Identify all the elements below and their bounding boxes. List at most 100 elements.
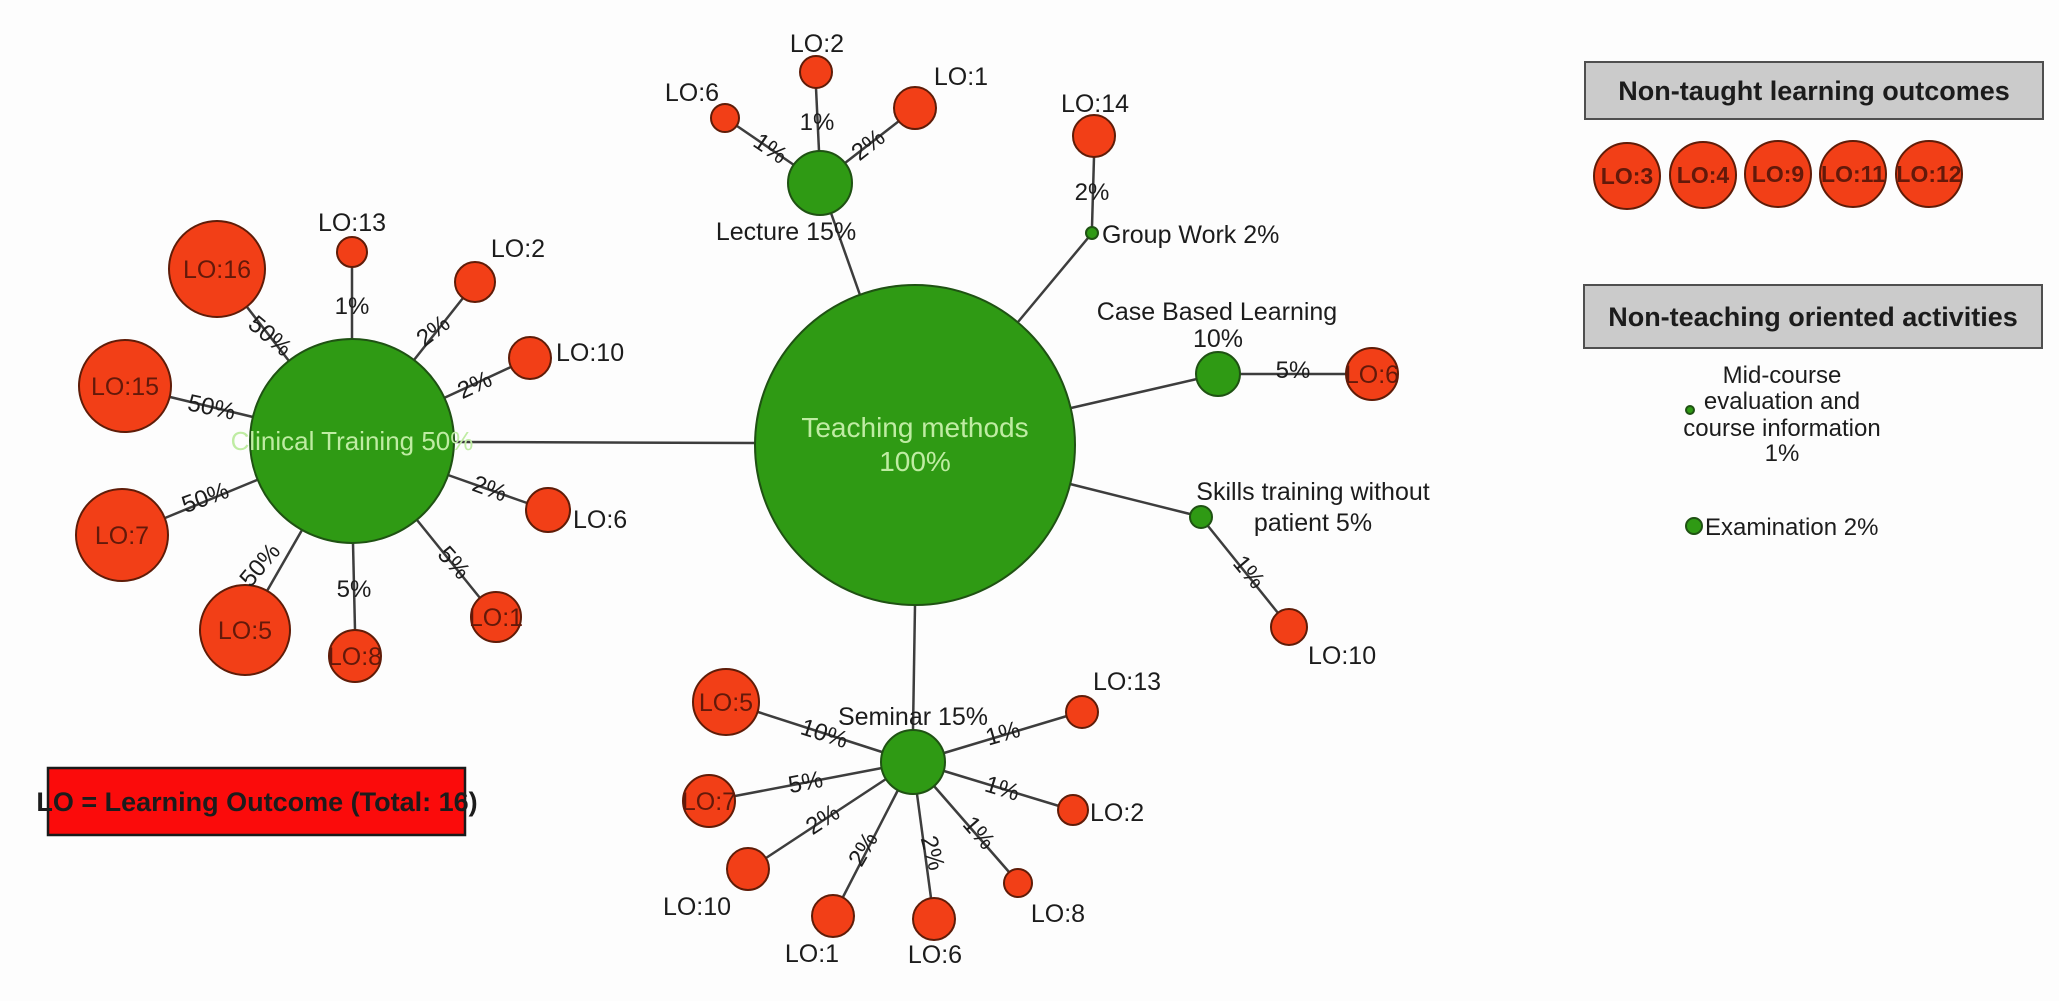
edge-lecture-lo2	[814, 87, 821, 152]
edge-seminar-lo10	[765, 777, 887, 860]
seminar-circle	[880, 729, 946, 795]
groupwork-lo14-pct: 2%	[1075, 179, 1110, 206]
groupwork-lo14-circle	[1072, 114, 1116, 158]
edge-skills-lo10	[1207, 525, 1279, 614]
skills-lo10-label: LO:10	[1308, 642, 1376, 670]
edge-seminar-lo6	[915, 793, 933, 899]
edge-root-casebased	[1070, 377, 1198, 410]
skills-training-label-line1: Skills training without	[1196, 478, 1429, 506]
edge-clinical-lo16	[246, 306, 290, 362]
edge-clinical-lo7	[164, 478, 258, 520]
skills-lo10-circle	[1270, 608, 1308, 646]
group-work-label: Group Work 2%	[1102, 221, 1279, 249]
case-based-label-line2: 10%	[1193, 325, 1243, 353]
clinical-lo16-label: LO:16	[183, 256, 251, 284]
groupwork-lo14-label: LO:14	[1061, 90, 1129, 118]
clinical-lo13-label: LO:13	[318, 209, 386, 237]
non-teaching-header-box	[1583, 284, 2043, 349]
clinical-lo7-circle	[75, 488, 169, 582]
non-taught-lo12-label: LO:12	[1896, 161, 1961, 187]
non-taught-lo11-label: LO:11	[1821, 161, 1885, 187]
legend-box	[46, 766, 467, 837]
seminar-lo2-label: LO:2	[1090, 799, 1144, 827]
seminar-lo8-label: LO:8	[1031, 900, 1085, 928]
clinical-lo8-pct: 5%	[337, 576, 372, 603]
lecture-circle	[787, 150, 853, 216]
clinical-lo13-pct: 1%	[335, 293, 370, 320]
edge-root-skills	[1069, 482, 1191, 516]
lecture-lo6-label: LO:6	[665, 79, 719, 107]
non-taught-lo4-label: LO:4	[1677, 162, 1730, 188]
edge-root-groupwork	[1017, 237, 1089, 323]
group-work-circle	[1085, 226, 1099, 240]
edge-seminar-lo8	[933, 785, 1010, 873]
edge-clinical-lo1	[416, 519, 481, 599]
lecture-lo2-label: LO:2	[790, 30, 844, 58]
edge-root-seminar	[911, 604, 917, 731]
cluster-skills-training: Skills training without patient 5% LO:10…	[1189, 478, 1430, 670]
edge-clinical-lo8	[351, 542, 357, 631]
seminar-label: Seminar 15%	[838, 703, 988, 731]
seminar-lo2-pct: 1%	[982, 771, 1023, 807]
panel-non-teaching: Non-teaching oriented activities Mid-cou…	[1583, 284, 2043, 541]
cluster-case-based-learning: Case Based Learning 10% LO:6 5%	[1097, 298, 1399, 401]
examination-dot	[1685, 517, 1703, 535]
teaching-methods-circle	[754, 284, 1076, 606]
edge-clinical-lo10	[443, 365, 512, 400]
seminar-lo13-label: LO:13	[1093, 668, 1161, 696]
seminar-lo1-pct: 2%	[843, 827, 884, 871]
teaching-methods-label-line1: Teaching methods	[801, 412, 1028, 443]
clinical-lo1-circle	[470, 591, 522, 643]
non-teaching-header-title: Non-teaching oriented activities	[1608, 302, 2018, 332]
non-taught-lo3-circle	[1593, 142, 1661, 210]
seminar-lo7-circle	[682, 774, 736, 828]
clinical-lo15-circle	[78, 339, 172, 433]
lecture-lo6-pct: 1%	[748, 128, 792, 170]
clinical-lo16-pct: 50%	[243, 310, 297, 362]
seminar-lo2-circle	[1057, 794, 1089, 826]
clinical-lo10-label: LO:10	[556, 339, 624, 367]
edge-clinical-lo5	[265, 529, 304, 592]
seminar-lo1-label: LO:1	[785, 940, 839, 968]
clinical-lo7-pct: 50%	[178, 477, 232, 519]
edge-root-clinical	[454, 440, 756, 445]
clinical-lo8-label: LO:8	[328, 643, 382, 671]
seminar-lo8-circle	[1003, 868, 1033, 898]
legend: LO = Learning Outcome (Total: 16)	[36, 766, 478, 837]
edge-groupwork-lo14	[1090, 156, 1096, 228]
clinical-lo10-pct: 2%	[453, 366, 496, 405]
edge-seminar-lo1	[841, 789, 900, 898]
lecture-label: Lecture 15%	[716, 218, 856, 246]
edge-clinical-lo2	[413, 297, 464, 361]
seminar-lo10-pct: 2%	[801, 799, 845, 841]
non-taught-header-title: Non-taught learning outcomes	[1618, 76, 2010, 106]
seminar-lo13-circle	[1065, 695, 1099, 729]
non-taught-lo11-circle	[1819, 140, 1887, 208]
seminar-lo1-circle	[811, 894, 855, 938]
clinical-lo15-label: LO:15	[91, 373, 159, 401]
mid-course-label-line4: 1%	[1765, 440, 1800, 467]
mid-course-label-line1: Mid-course	[1723, 362, 1842, 389]
clinical-lo2-circle	[454, 261, 496, 303]
edge-clinical-lo15	[169, 395, 254, 419]
casebased-lo6-circle	[1345, 347, 1399, 401]
lecture-lo2-circle	[799, 55, 833, 89]
teaching-methods-label-line2: 100%	[879, 446, 951, 477]
clinical-lo6-label: LO:6	[573, 506, 627, 534]
non-taught-lo12-circle	[1895, 140, 1963, 208]
seminar-lo6-circle	[912, 897, 956, 941]
seminar-lo5-circle	[692, 668, 760, 736]
edge-clinical-lo6	[447, 473, 528, 505]
legend-text: LO = Learning Outcome (Total: 16)	[36, 787, 477, 817]
cluster-lecture: Lecture 15% LO:6 1% LO:2 1% LO:1 2%	[665, 30, 988, 246]
lecture-lo1-pct: 2%	[846, 124, 890, 167]
panel-non-taught: Non-taught learning outcomes LO:3 LO:4 L…	[1584, 61, 2044, 210]
clinical-lo1-label: LO:1	[469, 604, 523, 632]
node-teaching-methods: Teaching methods 100%	[754, 284, 1076, 606]
clinical-lo6-circle	[525, 487, 571, 533]
edge-lecture-lo1	[844, 120, 900, 164]
clinical-lo7-label: LO:7	[95, 522, 149, 550]
edge-seminar-lo13	[943, 714, 1068, 755]
